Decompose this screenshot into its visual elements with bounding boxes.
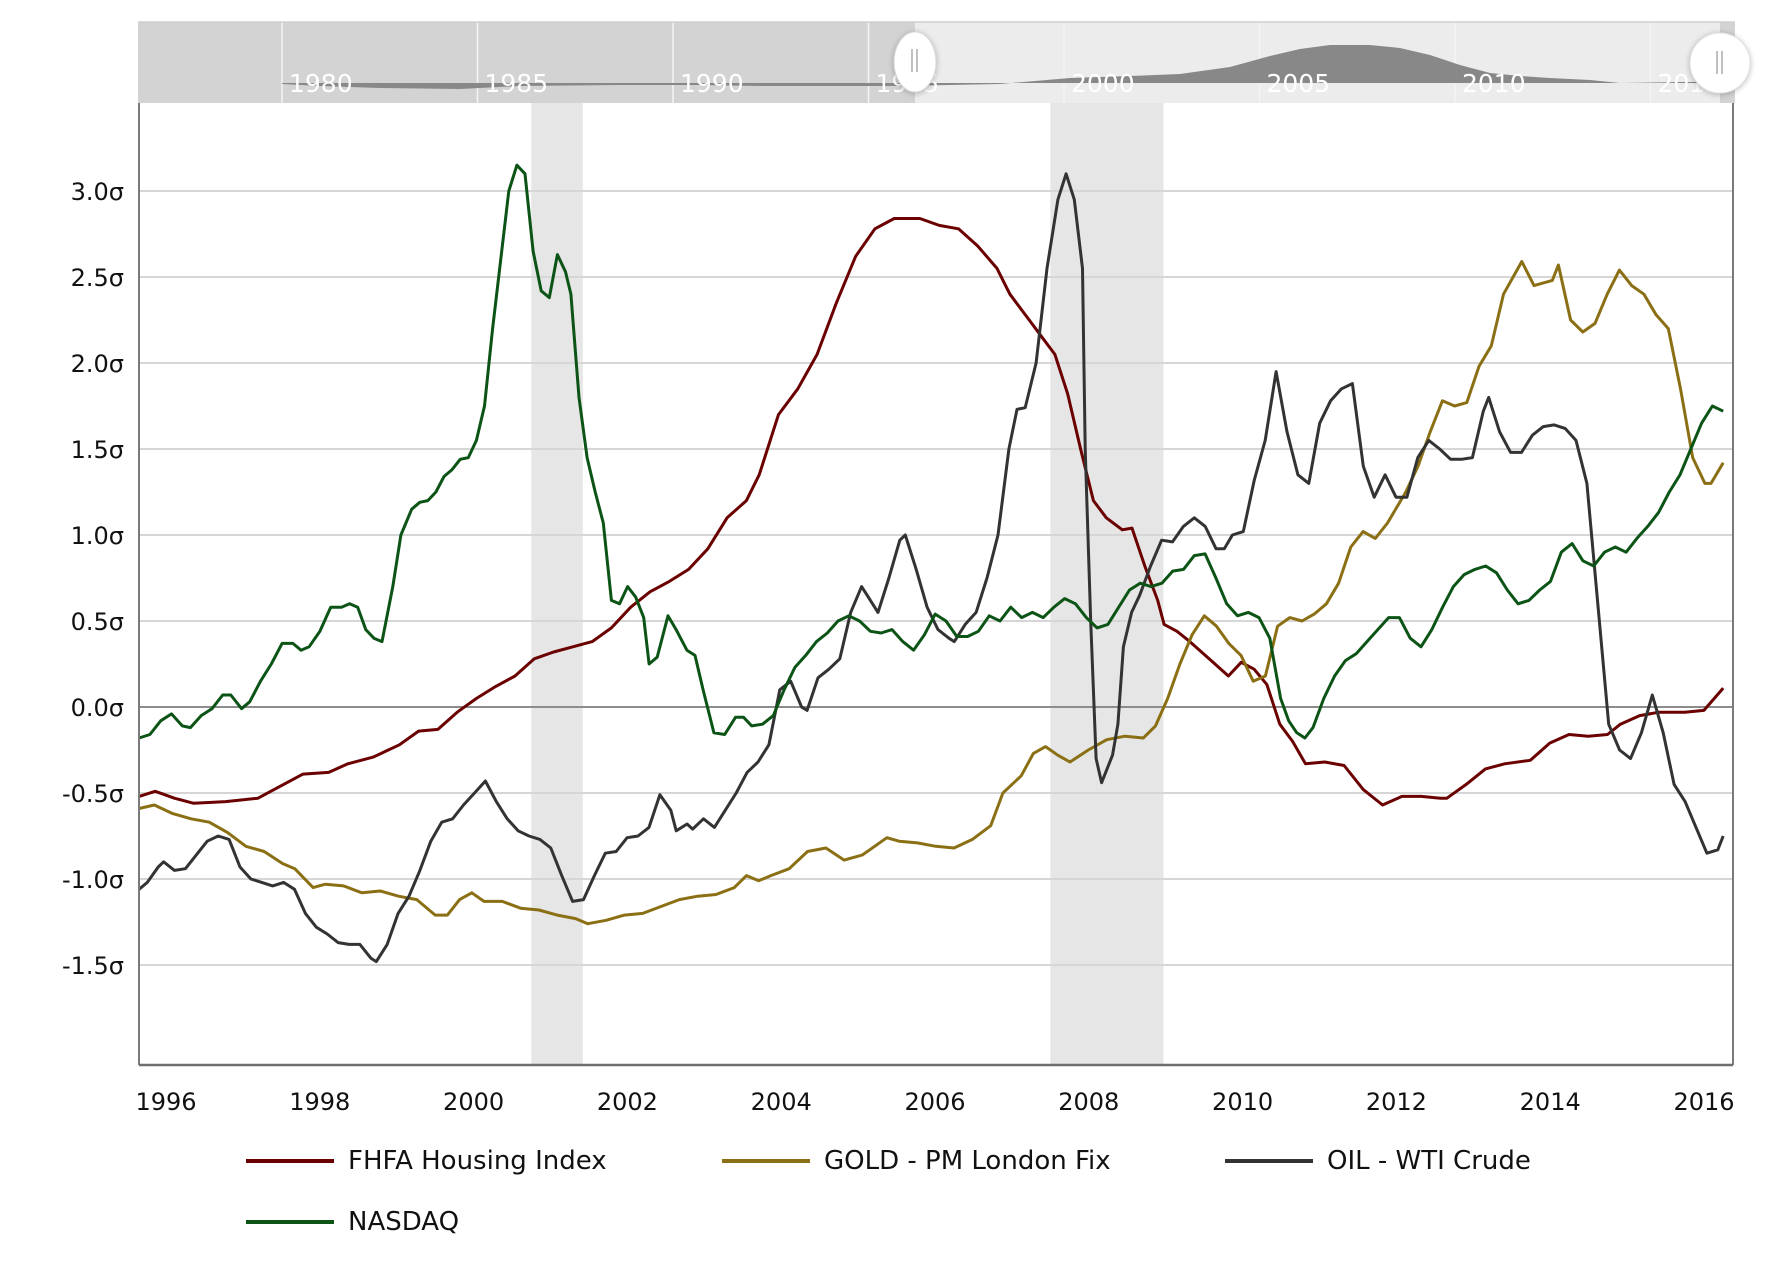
recession-band [531,103,583,1065]
y-tick-label: 1.0σ [71,522,124,550]
y-tick-label: -0.5σ [62,780,124,808]
x-tick-label: 2016 [1673,1088,1734,1116]
navigator-handle-left[interactable] [893,31,937,93]
x-tick-label: 2000 [443,1088,504,1116]
y-tick-label: -1.0σ [62,866,124,894]
range-navigator[interactable]: 19801985199019952000200520102015 [138,21,1751,103]
legend-item-gold[interactable]: GOLD - PM London Fix [722,1146,1111,1176]
series-line-oil-wti-crude [138,172,1725,964]
y-tick-label: 2.0σ [71,350,124,378]
legend-swatch [246,1159,334,1163]
navigator-label: 2000 [1071,69,1135,98]
series-line-gold-pm-london-fix [138,260,1725,926]
navigator-label: 1990 [680,69,744,98]
legend-swatch [1225,1159,1313,1163]
x-tick-label: 1998 [289,1088,350,1116]
x-tick-label: 2012 [1366,1088,1427,1116]
navigator-handle-right[interactable] [1689,32,1751,94]
x-tick-label: 1996 [135,1088,196,1116]
navigator-area [282,45,1735,89]
legend-label: OIL - WTI Crude [1327,1146,1531,1176]
x-tick-label: 2004 [751,1088,812,1116]
x-tick-label: 2008 [1058,1088,1119,1116]
y-tick-label: 2.5σ [71,264,124,292]
y-tick-label: 0.5σ [71,608,124,636]
navigator-label: 1980 [289,69,353,98]
navigator-label: 2005 [1267,69,1331,98]
y-tick-label: 1.5σ [71,436,124,464]
legend-swatch [722,1159,810,1163]
y-tick-label: 0.0σ [71,694,124,722]
legend-item-oil[interactable]: OIL - WTI Crude [1225,1146,1531,1176]
navigator-label: 1985 [485,69,549,98]
navigator-label: 2010 [1462,69,1526,98]
y-tick-label: 3.0σ [71,178,124,206]
series-line-nasdaq [138,163,1724,740]
legend-label: GOLD - PM London Fix [824,1146,1111,1176]
series-line-fhfa-housing-index [138,217,1725,807]
legend-swatch [246,1220,334,1224]
x-tick-label: 2002 [597,1088,658,1116]
legend-item-nasdaq[interactable]: NASDAQ [246,1207,459,1237]
legend-label: FHFA Housing Index [348,1146,607,1176]
x-tick-label: 2014 [1520,1088,1581,1116]
legend-label: NASDAQ [348,1207,460,1237]
legend-item-fhfa[interactable]: FHFA Housing Index [246,1146,607,1176]
x-tick-label: 2010 [1212,1088,1273,1116]
x-tick-label: 2006 [904,1088,965,1116]
y-tick-label: -1.5σ [62,952,124,980]
